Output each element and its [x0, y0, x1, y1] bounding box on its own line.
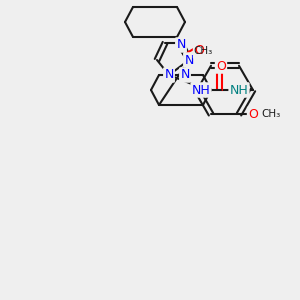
- Text: O: O: [248, 108, 258, 121]
- Text: N: N: [184, 53, 194, 67]
- Text: CH₃: CH₃: [193, 46, 212, 56]
- Text: N: N: [176, 38, 186, 52]
- Text: CH₃: CH₃: [261, 109, 280, 119]
- Text: NH: NH: [192, 83, 210, 97]
- Text: O: O: [216, 59, 226, 73]
- Text: N: N: [164, 68, 174, 82]
- Text: N: N: [180, 68, 190, 82]
- Text: NH: NH: [230, 83, 248, 97]
- Text: O: O: [194, 44, 204, 58]
